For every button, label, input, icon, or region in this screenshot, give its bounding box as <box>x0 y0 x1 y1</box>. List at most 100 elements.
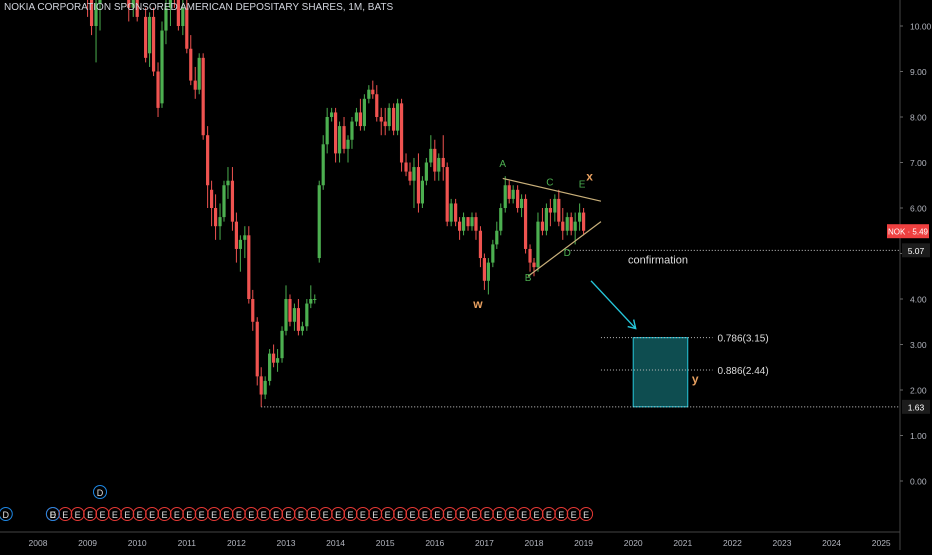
candle-body <box>557 198 561 222</box>
target-zone-box <box>632 337 689 408</box>
candle <box>412 157 416 208</box>
x-tick-label: 2018 <box>525 538 544 548</box>
candle <box>350 117 354 149</box>
earnings-marker: E <box>430 507 445 521</box>
earnings-marker-label: E <box>261 510 267 520</box>
earnings-marker-label: E <box>149 510 155 520</box>
earnings-marker: E <box>417 507 432 521</box>
earnings-marker: E <box>293 507 308 521</box>
candle <box>371 80 375 99</box>
candle <box>288 294 292 327</box>
earnings-marker: E <box>95 507 110 521</box>
earnings-marker-ring <box>169 507 184 521</box>
candle <box>404 153 408 177</box>
candle <box>416 153 421 213</box>
candle-body <box>573 221 577 231</box>
earnings-marker-ring <box>194 507 209 521</box>
candle <box>470 212 474 231</box>
candle-body <box>420 180 424 204</box>
fib-label-0: 0.786(3.15) <box>718 334 769 345</box>
candle-body <box>470 217 474 227</box>
candle-body <box>379 117 383 122</box>
wave-label-x: x <box>586 170 593 184</box>
candle <box>251 289 255 331</box>
candle <box>201 53 205 140</box>
candle <box>367 85 371 104</box>
candle-body <box>461 217 466 231</box>
earnings-marker: E <box>455 507 470 521</box>
candle-body <box>499 208 503 231</box>
projection-arrow <box>590 280 637 330</box>
candle <box>168 0 173 26</box>
candle <box>317 180 321 263</box>
candle-body <box>234 221 238 249</box>
earnings-marker: E <box>579 507 594 521</box>
earnings-marker: E <box>566 507 581 521</box>
candle <box>127 0 131 22</box>
earnings-marker-ring <box>331 507 346 521</box>
candle <box>213 194 218 240</box>
candle-body <box>313 299 317 300</box>
earnings-marker-ring <box>529 507 544 521</box>
candle <box>499 203 503 236</box>
candle-body <box>197 57 201 90</box>
confirmation-price-tag-text: 5.07 <box>908 246 925 256</box>
earnings-marker: E <box>529 507 544 521</box>
candle-body <box>317 185 321 259</box>
candle-body <box>503 185 507 208</box>
candle-body <box>424 162 428 181</box>
candle <box>305 299 309 331</box>
x-tick-label: 2011 <box>178 538 197 548</box>
candle <box>449 198 453 227</box>
earnings-marker: E <box>492 507 507 521</box>
x-tick-label: 2021 <box>673 538 692 548</box>
candle-body <box>375 94 379 117</box>
earnings-marker-ring <box>231 507 246 521</box>
candle <box>424 157 428 186</box>
earnings-marker-label: E <box>347 510 353 520</box>
candle <box>362 94 366 131</box>
candle-body <box>466 217 470 227</box>
earnings-marker: E <box>554 507 569 521</box>
candle <box>437 153 441 181</box>
candle-body <box>392 107 396 131</box>
x-tick-label: 2010 <box>128 538 147 548</box>
candle <box>98 0 102 31</box>
candle <box>185 0 189 54</box>
candle <box>135 0 139 22</box>
earnings-marker-ring <box>479 507 494 521</box>
candle <box>342 117 346 154</box>
candle <box>445 162 449 227</box>
candle <box>292 303 297 331</box>
candle-body <box>520 198 524 208</box>
candle <box>247 226 251 304</box>
candle-body <box>263 380 267 395</box>
earnings-marker-label: E <box>372 510 378 520</box>
earnings-marker: E <box>256 507 271 521</box>
chart-title: NOKIA CORPORATION SPONSORED AMERICAN DEP… <box>4 2 394 13</box>
earnings-marker-label: E <box>87 510 93 520</box>
earnings-marker-label: E <box>248 510 254 520</box>
candle-body <box>454 203 458 222</box>
candle-body <box>491 244 495 263</box>
y-tick-label: 3.00 <box>910 340 927 350</box>
candle <box>243 226 247 259</box>
candle <box>255 317 259 386</box>
candle-body <box>350 121 354 140</box>
x-tick-label: 2017 <box>475 538 494 548</box>
candle-body <box>478 230 483 259</box>
candle <box>230 167 235 231</box>
candle-body <box>334 112 338 154</box>
earnings-marker: E <box>306 507 321 521</box>
candle-body <box>532 262 536 268</box>
earnings-marker: E <box>219 507 234 521</box>
candle-body <box>275 358 280 363</box>
earnings-marker: E <box>281 507 296 521</box>
candle <box>189 35 193 86</box>
x-tick-label: 2014 <box>326 538 345 548</box>
candle-body <box>156 71 160 108</box>
earnings-marker-ring <box>405 507 420 521</box>
candle <box>334 107 338 163</box>
earnings-marker-label: E <box>484 510 490 520</box>
